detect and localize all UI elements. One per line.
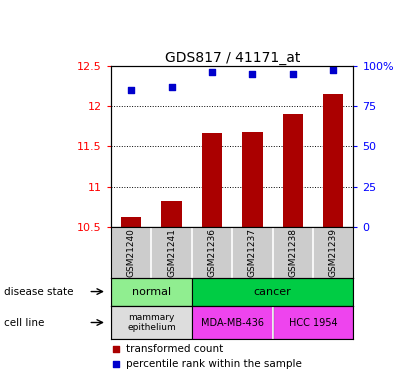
Text: disease state: disease state (4, 286, 74, 297)
Text: GSM21239: GSM21239 (329, 228, 338, 277)
Text: transformed count: transformed count (125, 344, 223, 354)
Text: cell line: cell line (4, 318, 44, 327)
Text: mammary
epithelium: mammary epithelium (127, 313, 176, 332)
Text: normal: normal (132, 286, 171, 297)
Text: GSM21236: GSM21236 (208, 228, 217, 277)
Text: GSM21240: GSM21240 (127, 228, 136, 277)
Bar (192, 278, 353, 306)
Bar (202, 132, 222, 227)
Point (128, 87, 134, 93)
Text: GSM21238: GSM21238 (289, 228, 297, 277)
Point (289, 70, 296, 77)
Text: GSM21237: GSM21237 (248, 228, 257, 277)
Text: GSM21241: GSM21241 (167, 228, 176, 277)
Bar (323, 94, 343, 227)
Bar (192, 306, 272, 339)
Point (330, 68, 337, 74)
Title: GDS817 / 41171_at: GDS817 / 41171_at (164, 51, 300, 64)
Point (113, 346, 119, 352)
Text: cancer: cancer (254, 286, 291, 297)
Bar (162, 201, 182, 227)
Bar (111, 278, 192, 306)
Bar (111, 306, 192, 339)
Point (169, 84, 175, 90)
Text: HCC 1954: HCC 1954 (289, 318, 337, 327)
Bar (121, 217, 141, 227)
Bar (272, 306, 353, 339)
Point (113, 361, 119, 367)
Bar (242, 132, 263, 227)
Bar (283, 114, 303, 227)
Text: MDA-MB-436: MDA-MB-436 (201, 318, 264, 327)
Point (209, 69, 215, 75)
Point (249, 70, 256, 77)
Text: percentile rank within the sample: percentile rank within the sample (125, 359, 301, 369)
